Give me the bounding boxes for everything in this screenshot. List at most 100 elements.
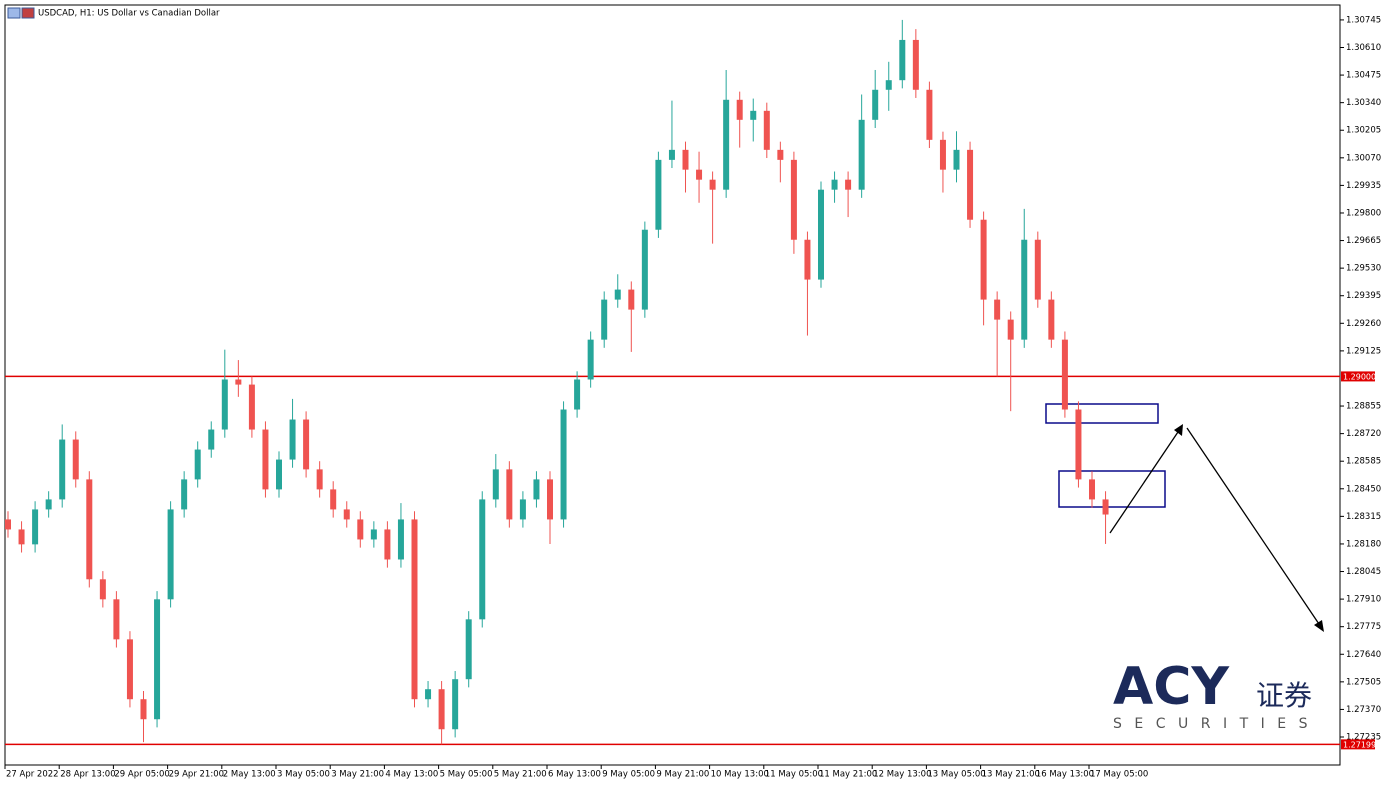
candle-body xyxy=(99,579,106,600)
candle-body xyxy=(926,89,933,140)
level-label: 1.27199 xyxy=(1343,740,1376,749)
candle-body xyxy=(655,159,662,230)
candle-body xyxy=(384,529,391,560)
candle-body xyxy=(967,149,974,220)
zone-box xyxy=(1045,403,1159,424)
y-tick-label: 1.29665 xyxy=(1346,236,1381,246)
x-tick-label: 6 May 13:00 xyxy=(548,770,601,780)
candle-body xyxy=(181,479,188,510)
annotations xyxy=(1045,403,1324,632)
candle-body xyxy=(343,509,350,520)
y-tick-label: 1.30070 xyxy=(1346,153,1381,163)
candle-body xyxy=(818,189,824,280)
candle-body xyxy=(411,519,418,700)
arrow xyxy=(1186,427,1322,628)
x-tick-label: 9 May 05:00 xyxy=(602,770,655,780)
x-tick-label: 2 May 13:00 xyxy=(223,770,276,780)
chart-title: USDCAD, H1: US Dollar vs Canadian Dollar xyxy=(38,9,220,19)
x-tick-label: 10 May 13:00 xyxy=(711,770,769,780)
candle-body xyxy=(1075,409,1082,480)
candle-body xyxy=(574,379,581,410)
y-tick-label: 1.27235 xyxy=(1346,733,1381,743)
x-tick-label: 29 Apr 05:00 xyxy=(114,770,169,780)
y-tick-label: 1.28720 xyxy=(1346,429,1381,439)
candle-body xyxy=(601,299,608,340)
candle-body xyxy=(1021,239,1028,340)
y-tick-label: 1.30205 xyxy=(1346,126,1381,136)
candle-body xyxy=(194,449,201,480)
logo-brand: ACY xyxy=(1113,657,1230,717)
x-tick-label: 12 May 13:00 xyxy=(873,770,931,780)
y-tick-label: 1.29395 xyxy=(1346,291,1381,301)
y-tick-label: 1.28450 xyxy=(1346,484,1381,494)
x-tick-label: 5 May 21:00 xyxy=(494,770,547,780)
candle-body xyxy=(154,599,161,720)
candle-body xyxy=(276,459,282,490)
y-tick-label: 1.27505 xyxy=(1346,677,1381,687)
candle-body xyxy=(1102,499,1109,515)
level-label: 1.29000 xyxy=(1343,372,1376,381)
y-tick-label: 1.28855 xyxy=(1346,402,1381,412)
y-tick-label: 1.27370 xyxy=(1346,705,1381,715)
candle-body xyxy=(262,429,269,490)
x-tick-label: 17 May 05:00 xyxy=(1090,770,1148,780)
candle-body xyxy=(316,469,323,490)
x-tick-label: 11 May 05:00 xyxy=(765,770,823,780)
y-tick-label: 1.30475 xyxy=(1346,71,1381,81)
candle-body xyxy=(831,179,838,190)
x-tick-label: 13 May 21:00 xyxy=(982,770,1040,780)
candle-body xyxy=(939,139,946,170)
logo-sub: SECURITIES xyxy=(1113,716,1320,732)
y-tick-label: 1.30610 xyxy=(1346,43,1381,53)
y-tick-label: 1.28180 xyxy=(1346,539,1381,549)
candle-body xyxy=(45,499,52,510)
candle-body xyxy=(5,519,11,530)
candle-body xyxy=(452,679,459,730)
y-tick-label: 1.29530 xyxy=(1346,264,1381,274)
candle-body xyxy=(492,469,499,500)
x-tick-label: 3 May 05:00 xyxy=(277,770,330,780)
candle-body xyxy=(709,179,716,190)
candle-body xyxy=(438,689,445,730)
candle-body xyxy=(899,39,906,81)
logo-cn: 证券 xyxy=(1256,679,1312,712)
candle-body xyxy=(1061,339,1068,410)
candle-body xyxy=(72,439,79,480)
candle-body xyxy=(289,419,296,460)
candle-body xyxy=(18,529,25,545)
candle-body xyxy=(519,499,526,520)
candle-body xyxy=(845,179,852,190)
x-tick-label: 28 Apr 13:00 xyxy=(60,770,115,780)
candle-body xyxy=(86,479,93,580)
candle-body xyxy=(32,509,39,545)
candle-body xyxy=(682,149,689,170)
arrow xyxy=(1109,428,1181,534)
candle-body xyxy=(614,289,621,300)
y-tick-label: 1.29260 xyxy=(1346,319,1381,329)
candle-body xyxy=(167,509,174,600)
candle-body xyxy=(560,409,567,520)
candle-body xyxy=(425,689,432,700)
x-tick-label: 27 Apr 2022 xyxy=(6,770,59,780)
candle-body xyxy=(59,439,66,500)
candle-body xyxy=(113,599,120,640)
x-tick-label: 16 May 13:00 xyxy=(1036,770,1094,780)
x-tick-label: 3 May 21:00 xyxy=(331,770,384,780)
candle-body xyxy=(953,149,960,170)
x-tick-label: 4 May 13:00 xyxy=(385,770,438,780)
arrow-head xyxy=(1174,424,1183,436)
candle-body xyxy=(668,149,675,160)
x-tick-label: 5 May 05:00 xyxy=(440,770,493,780)
candle-body xyxy=(885,80,892,90)
candle-body xyxy=(140,699,147,720)
candle-body xyxy=(763,110,770,150)
candle-body xyxy=(221,379,228,430)
candle-body xyxy=(804,239,811,280)
candle-body xyxy=(479,499,486,620)
y-tick-label: 1.29935 xyxy=(1346,181,1381,191)
candle-body xyxy=(641,229,648,310)
y-tick-label: 1.27775 xyxy=(1346,622,1381,632)
candle-body xyxy=(628,289,635,310)
candle-body xyxy=(790,159,797,240)
